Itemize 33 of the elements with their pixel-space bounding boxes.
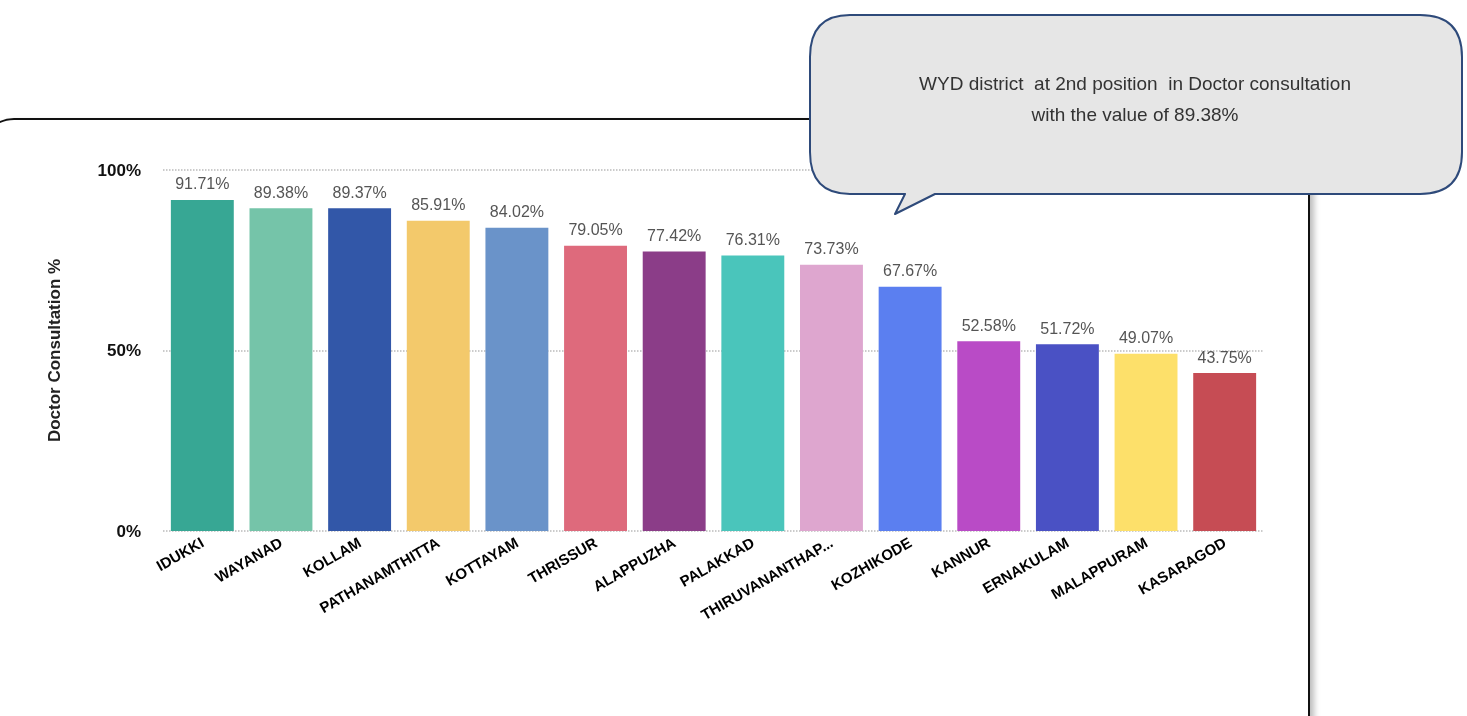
bar [564,245,627,531]
bar [170,199,234,531]
y-tick-label: 100% [97,160,141,180]
data-label: 51.72% [1040,319,1095,337]
data-label: 84.02% [489,203,545,221]
bar [721,255,785,531]
bar [328,208,392,531]
y-axis-title: Doctor Consultation % [45,258,64,443]
bar [957,341,1021,531]
bar [1193,373,1257,531]
bar [800,264,863,531]
bar [249,208,313,531]
y-tick-label: 0% [116,521,141,541]
data-label: 91.71% [175,175,230,193]
bar [1114,353,1178,531]
data-label: 77.42% [647,227,702,245]
bar [642,251,706,531]
data-label: 76.31% [725,231,780,249]
y-tick-label: 50% [106,341,141,360]
bar [485,227,549,531]
data-label: 89.38% [253,183,309,201]
data-label: 73.73% [804,240,859,258]
data-label: 79.05% [568,221,623,239]
bar [406,220,470,531]
data-label: 49.07% [1118,329,1174,347]
bar [1035,344,1099,531]
data-label: 52.58% [961,316,1016,334]
data-label: 67.67% [882,262,938,280]
bar [878,286,942,531]
data-label: 89.37% [332,183,387,201]
text: WYD district at 2nd position in Doctor consultation with the value of 89.38% [918,72,1352,127]
data-label: 85.91% [411,196,466,214]
data-label: 43.75% [1197,348,1252,366]
